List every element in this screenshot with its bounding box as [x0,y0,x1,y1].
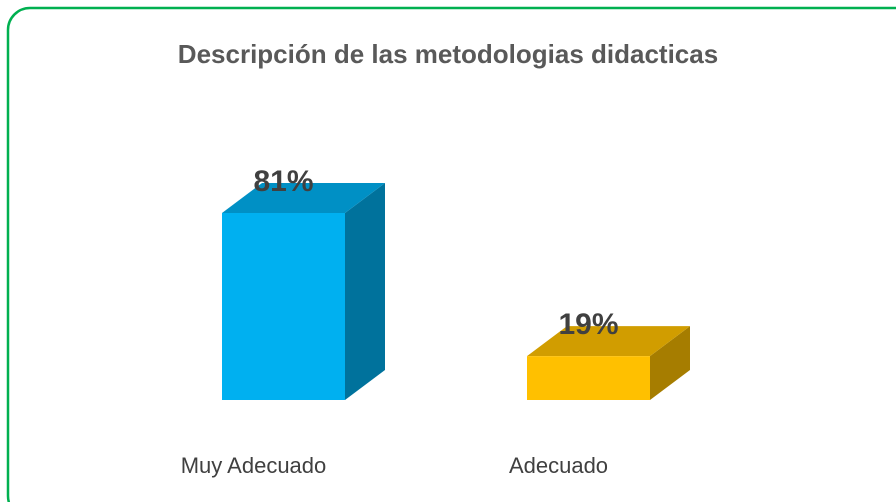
bar [527,356,650,400]
chart-border [6,6,896,502]
bar-top [527,326,690,357]
bar-top [222,183,385,213]
data-label: 81% [253,165,313,198]
data-label: 19% [558,308,618,341]
x-tick-label: Adecuado [509,453,608,478]
bar [222,213,345,400]
chart-title: Descripción de las metodologias didactic… [178,39,718,69]
bar-side [650,326,690,400]
bar-side [345,183,385,400]
x-tick-label: Muy Adecuado [181,453,327,478]
